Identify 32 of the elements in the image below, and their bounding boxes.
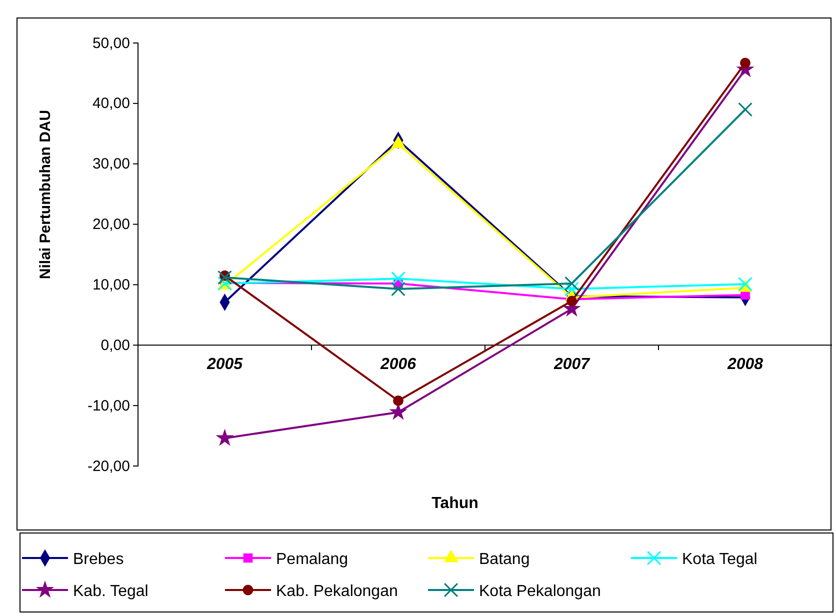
point	[738, 102, 752, 117]
point	[216, 430, 233, 446]
x-tick-label: 2005	[206, 356, 244, 373]
point	[738, 276, 752, 292]
point	[740, 58, 750, 68]
x-tick-label: 2006	[379, 356, 416, 373]
point	[391, 282, 406, 296]
legend-label: Brebes	[73, 551, 124, 568]
point	[393, 396, 404, 406]
x-tick-label: 2008	[726, 356, 764, 373]
y-tick-label: 40,00	[92, 95, 130, 112]
y-tick-label: 0,00	[100, 336, 130, 354]
point	[218, 270, 232, 285]
point	[390, 404, 406, 420]
point	[564, 282, 579, 296]
legend-label: Kota Tegal	[682, 551, 758, 568]
legend-label: Kab. Pekalongan	[276, 583, 398, 600]
y-axis-title: Nilai Pertumbuhan DAU	[37, 110, 54, 280]
y-tick-label: 50,00	[92, 34, 130, 52]
legend-label: Kab. Tegal	[73, 583, 148, 600]
point	[564, 276, 579, 291]
y-tick-label: 10,00	[92, 276, 130, 294]
x-axis-title: Tahun	[432, 495, 478, 512]
x-tick-label: 2007	[552, 356, 591, 373]
legend-label: Pemalang	[276, 551, 348, 568]
point	[391, 271, 406, 286]
legend-label: Kota Pekalongan	[479, 583, 601, 600]
y-tick-label: -10,00	[87, 397, 130, 414]
legend-label: Batang	[479, 551, 530, 568]
y-tick-label: 30,00	[92, 156, 130, 173]
y-tick-label: -20,00	[87, 458, 130, 475]
y-tick-label: 20,00	[92, 216, 130, 234]
